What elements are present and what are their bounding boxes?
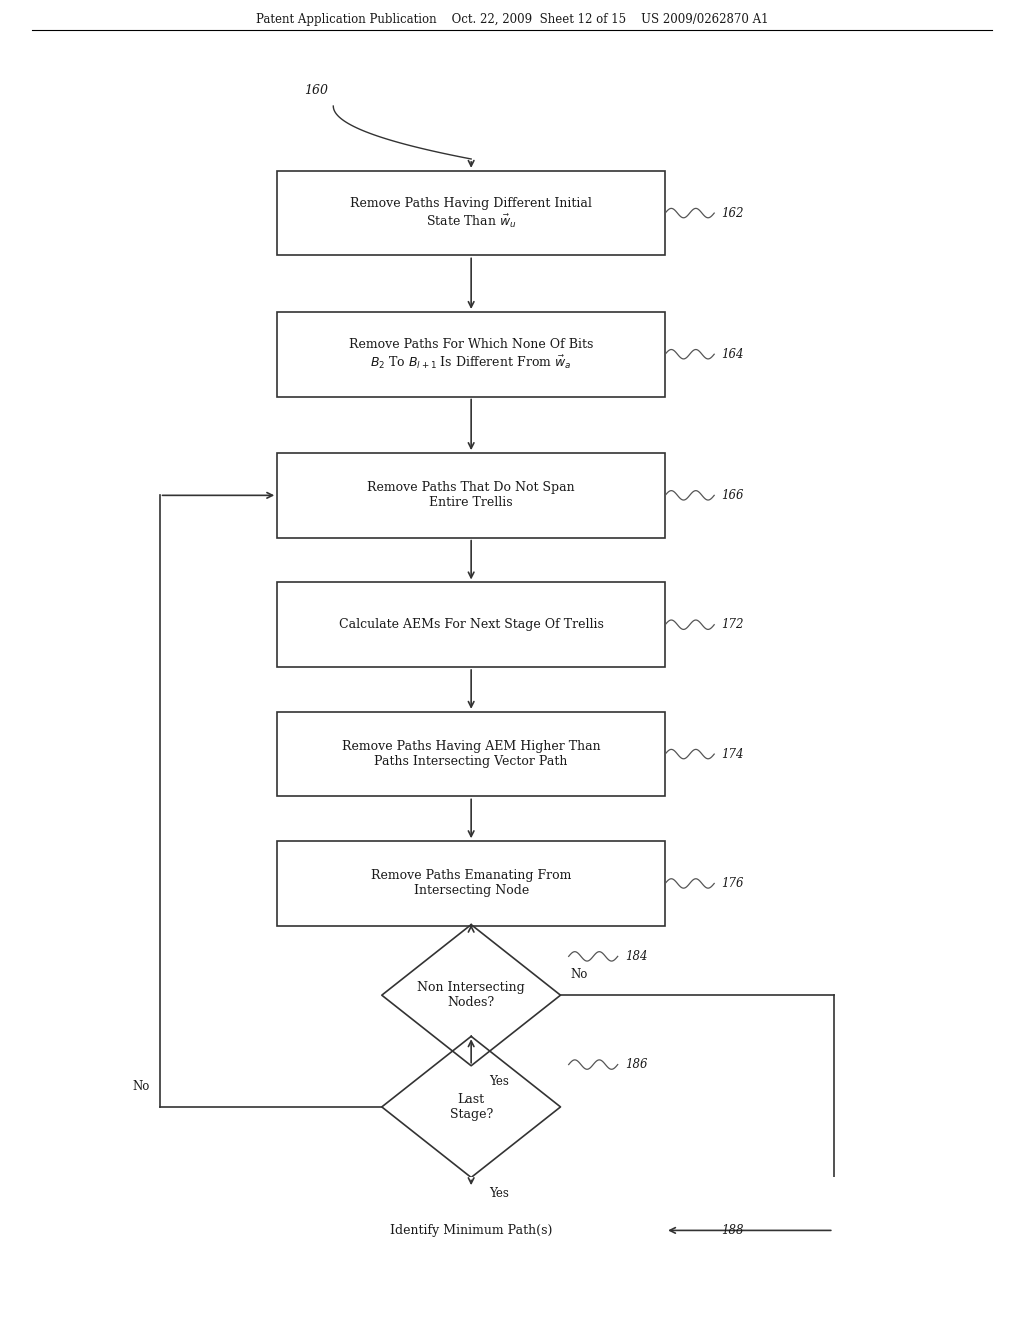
Text: 186: 186 bbox=[625, 1059, 647, 1071]
Text: Calculate AEMs For Next Stage Of Trellis: Calculate AEMs For Next Stage Of Trellis bbox=[339, 618, 603, 631]
Text: No: No bbox=[570, 968, 588, 981]
Text: Remove Paths Having Different Initial
State Than $\vec{w}_u$: Remove Paths Having Different Initial St… bbox=[350, 197, 592, 230]
Text: Non Intersecting
Nodes?: Non Intersecting Nodes? bbox=[417, 981, 525, 1010]
Text: 164: 164 bbox=[721, 347, 743, 360]
Text: Remove Paths Emanating From
Intersecting Node: Remove Paths Emanating From Intersecting… bbox=[371, 870, 571, 898]
Text: Yes: Yes bbox=[489, 1187, 509, 1200]
FancyBboxPatch shape bbox=[278, 170, 666, 256]
Text: Remove Paths Having AEM Higher Than
Paths Intersecting Vector Path: Remove Paths Having AEM Higher Than Path… bbox=[342, 741, 600, 768]
FancyBboxPatch shape bbox=[278, 312, 666, 396]
Text: 174: 174 bbox=[721, 747, 743, 760]
FancyBboxPatch shape bbox=[278, 582, 666, 667]
Text: Remove Paths That Do Not Span
Entire Trellis: Remove Paths That Do Not Span Entire Tre… bbox=[368, 482, 574, 510]
Polygon shape bbox=[382, 924, 560, 1065]
Text: Last
Stage?: Last Stage? bbox=[450, 1093, 493, 1121]
Text: Yes: Yes bbox=[489, 1076, 509, 1088]
Text: 160: 160 bbox=[304, 83, 328, 96]
Text: 162: 162 bbox=[721, 207, 743, 219]
Text: 176: 176 bbox=[721, 876, 743, 890]
FancyBboxPatch shape bbox=[278, 1188, 666, 1272]
Polygon shape bbox=[382, 1036, 560, 1177]
Text: 166: 166 bbox=[721, 488, 743, 502]
Text: Remove Paths For Which None Of Bits
$B_2$ To $B_{l+1}$ Is Different From $\vec{w: Remove Paths For Which None Of Bits $B_2… bbox=[349, 338, 593, 371]
Text: 172: 172 bbox=[721, 618, 743, 631]
FancyBboxPatch shape bbox=[278, 711, 666, 796]
Text: 188: 188 bbox=[721, 1224, 743, 1237]
FancyBboxPatch shape bbox=[278, 453, 666, 537]
Text: Identify Minimum Path(s): Identify Minimum Path(s) bbox=[390, 1224, 552, 1237]
Text: 184: 184 bbox=[625, 950, 647, 962]
FancyBboxPatch shape bbox=[278, 841, 666, 925]
Text: Patent Application Publication    Oct. 22, 2009  Sheet 12 of 15    US 2009/02628: Patent Application Publication Oct. 22, … bbox=[256, 13, 768, 26]
Text: No: No bbox=[132, 1080, 150, 1093]
